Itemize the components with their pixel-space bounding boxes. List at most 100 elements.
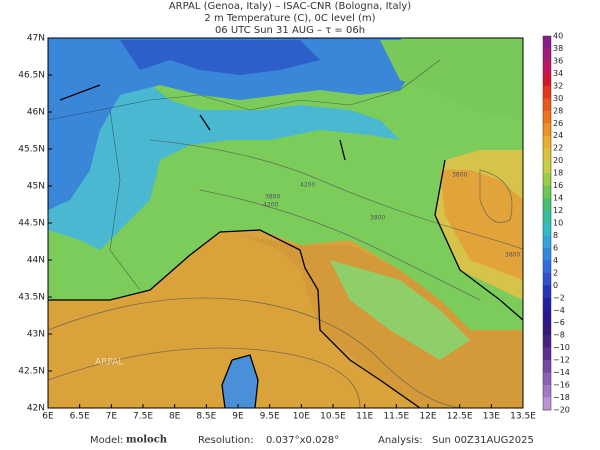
colorbar-label: 22 — [553, 144, 563, 153]
colorbar-label: 40 — [553, 32, 563, 41]
contour-label: 3800 — [265, 194, 280, 201]
colorbar-swatch — [543, 73, 551, 87]
footer-label: Resolution: — [198, 435, 254, 446]
colorbar-label: 12 — [553, 206, 563, 215]
colorbar-swatch — [543, 148, 551, 161]
colorbar-swatch — [543, 160, 551, 174]
colorbar-label: −14 — [553, 368, 570, 377]
lat-label: 45.5N — [18, 145, 45, 155]
map — [48, 38, 523, 408]
colorbar-swatch — [543, 397, 551, 411]
colorbar-swatch — [543, 210, 551, 224]
lon-label: 10.5E — [320, 412, 346, 422]
colorbar-swatch — [543, 322, 551, 336]
lat-label: 42N — [27, 404, 45, 414]
header-line: 06 UTC Sun 31 AUG – τ = 06h — [215, 25, 365, 36]
lon-label: 13.5E — [510, 412, 536, 422]
colorbar-swatch — [543, 185, 551, 199]
colorbar-label: 34 — [553, 69, 563, 78]
colorbar-label: 20 — [553, 156, 563, 165]
lat-label: 42.5N — [18, 367, 45, 377]
colorbar-label: −2 — [553, 293, 565, 302]
colorbar-swatch — [543, 36, 551, 49]
lon-label: 7E — [106, 412, 118, 422]
lon-label: 12.5E — [447, 412, 473, 422]
colorbar-label: 10 — [553, 219, 563, 228]
contour-label: 4200 — [300, 182, 315, 189]
colorbar-swatch — [543, 360, 551, 373]
contour-label: 4200 — [263, 202, 278, 209]
colorbar-swatch — [543, 347, 551, 361]
contour-label: 3800 — [505, 252, 520, 259]
lat-label: 46.5N — [18, 71, 45, 81]
watermark: ARPAL — [95, 358, 123, 368]
colorbar-label: 18 — [553, 169, 563, 178]
colorbar-label: 26 — [553, 119, 563, 128]
colorbar-label: 6 — [553, 243, 558, 252]
colorbar-swatch — [543, 310, 551, 324]
lat-label: 45N — [27, 182, 45, 192]
colorbar-swatch — [543, 260, 551, 274]
lon-label: 13E — [483, 412, 500, 422]
colorbar-swatch — [543, 223, 551, 236]
lat-label: 44.5N — [18, 219, 45, 229]
colorbar-swatch — [543, 173, 551, 186]
colorbar-label: −16 — [553, 381, 570, 390]
colorbar-label: 38 — [553, 44, 563, 53]
footer-label: Model: — [90, 435, 123, 446]
colorbar-swatch — [543, 85, 551, 99]
colorbar-label: 0 — [553, 281, 558, 290]
header-line: ARPAL (Genoa, Italy) – ISAC-CNR (Bologna… — [169, 1, 411, 12]
colorbar-label: −18 — [553, 393, 570, 402]
footer-label: Analysis: — [378, 435, 423, 446]
colorbar-label: 32 — [553, 81, 563, 90]
contour-label: 3800 — [452, 172, 467, 179]
colorbar-label: 2 — [553, 268, 558, 277]
colorbar-label: −8 — [553, 331, 565, 340]
header-line: 2 m Temperature (C), 0C level (m) — [204, 13, 375, 24]
colorbar-swatch — [543, 135, 551, 149]
colorbar-swatch — [543, 60, 551, 74]
footer-value: Sun 00Z31AUG2025 — [432, 435, 534, 446]
lon-label: 11.5E — [383, 412, 409, 422]
contour-label: 3800 — [370, 215, 385, 222]
colorbar-label: 16 — [553, 181, 563, 190]
lon-label: 6E — [42, 412, 54, 422]
lon-label: 9E — [232, 412, 244, 422]
colorbar-swatch — [543, 235, 551, 249]
colorbar-swatch — [543, 123, 551, 137]
colorbar-label: 36 — [553, 56, 563, 65]
colorbar-swatch — [543, 285, 551, 299]
colorbar-label: 30 — [553, 94, 563, 103]
lon-label: 6.5E — [70, 412, 90, 422]
colorbar-label: 14 — [553, 194, 563, 203]
colorbar-label: −20 — [553, 406, 570, 415]
lon-label: 12E — [419, 412, 436, 422]
lat-label: 44N — [27, 256, 45, 266]
colorbar-swatch — [543, 297, 551, 311]
lon-label: 11E — [356, 412, 373, 422]
colorbar-label: −12 — [553, 356, 570, 365]
colorbar-swatch — [543, 198, 551, 211]
colorbar-swatch — [543, 110, 551, 124]
colorbar-swatch — [543, 247, 551, 261]
colorbar-label: 28 — [553, 106, 563, 115]
colorbar-label: 8 — [553, 231, 558, 240]
colorbar-swatch — [543, 48, 551, 62]
footer-value: moloch — [126, 435, 168, 446]
lat-label: 47N — [27, 34, 45, 44]
lat-label: 43N — [27, 330, 45, 340]
colorbar-label: −4 — [553, 306, 565, 315]
colorbar-label: −6 — [553, 318, 565, 327]
lon-label: 9.5E — [260, 412, 280, 422]
colorbar-label: −10 — [553, 343, 570, 352]
footer-value: 0.037°x0.028° — [266, 435, 339, 446]
colorbar-swatch — [543, 98, 551, 112]
colorbar-swatch — [543, 272, 551, 286]
colorbar-label: 24 — [553, 131, 563, 140]
lon-label: 7.5E — [133, 412, 153, 422]
lon-label: 10E — [293, 412, 310, 422]
lat-label: 43.5N — [18, 293, 45, 303]
colorbar-swatch — [543, 335, 551, 348]
